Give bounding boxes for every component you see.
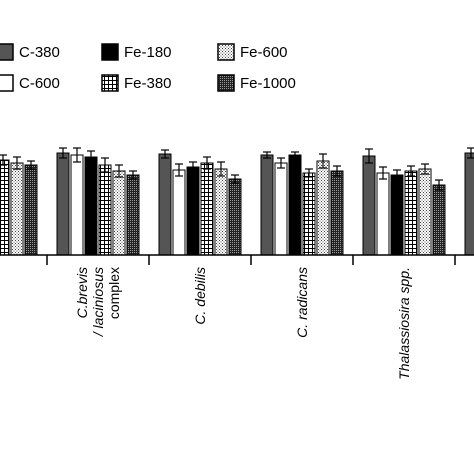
legend-label: Fe-180: [124, 44, 172, 61]
error-bar: [13, 156, 21, 170]
legend-swatch: [0, 43, 14, 61]
bar-group: [362, 148, 446, 256]
bar: [84, 156, 98, 256]
error-bar: [407, 165, 415, 177]
bar: [228, 178, 242, 256]
error-bar: [379, 166, 387, 180]
bar: [390, 174, 404, 256]
error-bar: [217, 161, 225, 177]
bar: [24, 164, 38, 256]
legend-label: Fe-380: [124, 75, 172, 92]
error-bar: [129, 170, 137, 180]
legend-swatch: [101, 74, 119, 92]
bar: [126, 174, 140, 256]
category-label-line: / laciniosus: [90, 267, 106, 337]
legend-label: C-380: [19, 44, 60, 61]
category-label-line: complex: [106, 267, 122, 319]
category-label: C.brevis / laciniosus complex: [74, 267, 122, 337]
legend-label: C-600: [19, 75, 60, 92]
bar: [158, 153, 172, 256]
legend-label: Fe-1000: [240, 75, 296, 92]
bar-group: [158, 149, 242, 256]
bar: [404, 170, 418, 256]
error-bar: [59, 147, 67, 159]
error-bar: [365, 148, 373, 164]
error-bar: [319, 153, 327, 169]
error-bar: [277, 157, 285, 169]
error-bar: [87, 150, 95, 164]
legend-label: Fe-600: [240, 44, 288, 61]
bar: [70, 154, 84, 256]
category-label: Thalassiosira spp.: [396, 267, 412, 380]
bar: [10, 162, 24, 256]
bar: [316, 160, 330, 256]
bar: [98, 164, 112, 256]
error-bar: [333, 165, 341, 177]
error-bar: [161, 149, 169, 159]
error-bar: [73, 147, 81, 163]
bar: [376, 172, 390, 256]
bar: [302, 172, 316, 256]
plot-area: [0, 147, 474, 256]
category-labels: C.brevis / laciniosus complex C. debilis C. …: [74, 267, 412, 380]
legend-swatch: [217, 43, 235, 61]
bar: [112, 170, 126, 256]
error-bar: [175, 163, 183, 177]
error-bar: [393, 169, 401, 181]
bar-group: [56, 147, 140, 256]
legend-entry: Fe-380: [101, 74, 172, 92]
error-bar: [189, 161, 197, 173]
category-label-line: C.brevis: [74, 267, 90, 318]
bar: [362, 155, 376, 256]
error-bar: [421, 163, 429, 175]
bar: [260, 154, 274, 256]
bar-group: [464, 147, 474, 256]
error-bar: [263, 151, 271, 159]
bar: [330, 170, 344, 256]
error-bar: [115, 164, 123, 178]
bar-group: [0, 154, 38, 256]
bar-group: [260, 151, 344, 256]
bar: [214, 168, 228, 256]
bar: [432, 184, 446, 256]
legend: C-380 C-600 Fe-180 Fe-380 Fe-600 Fe-1000: [0, 43, 296, 92]
error-bar: [291, 151, 299, 159]
legend-entry: Fe-1000: [217, 74, 296, 92]
category-label-line: Thalassiosira spp.: [396, 267, 412, 380]
legend-entry: Fe-180: [101, 43, 172, 61]
error-bar: [305, 168, 313, 178]
legend-swatch: [101, 43, 119, 61]
category-label: C. debilis: [192, 267, 208, 325]
error-bar: [0, 154, 7, 166]
category-label-line: C. debilis: [192, 267, 208, 325]
error-bar: [101, 157, 109, 173]
error-bar: [27, 160, 35, 170]
bar: [200, 162, 214, 256]
x-axis: [0, 254, 474, 265]
legend-swatch: [217, 74, 235, 92]
bar: [464, 152, 474, 256]
error-bar: [435, 179, 443, 191]
legend-entry: C-380: [0, 43, 60, 61]
bar: [56, 152, 70, 256]
bar: [186, 166, 200, 256]
legend-swatch: [0, 74, 14, 92]
bar: [418, 168, 432, 256]
bar: [274, 162, 288, 256]
category-label: C. radicans: [294, 267, 310, 338]
bar: [288, 154, 302, 256]
bar: [172, 169, 186, 256]
legend-entry: Fe-600: [217, 43, 288, 61]
error-bar: [231, 174, 239, 184]
legend-entry: C-600: [0, 74, 60, 92]
bar: [0, 159, 10, 256]
error-bar: [203, 156, 211, 170]
category-label-line: C. radicans: [294, 267, 310, 338]
